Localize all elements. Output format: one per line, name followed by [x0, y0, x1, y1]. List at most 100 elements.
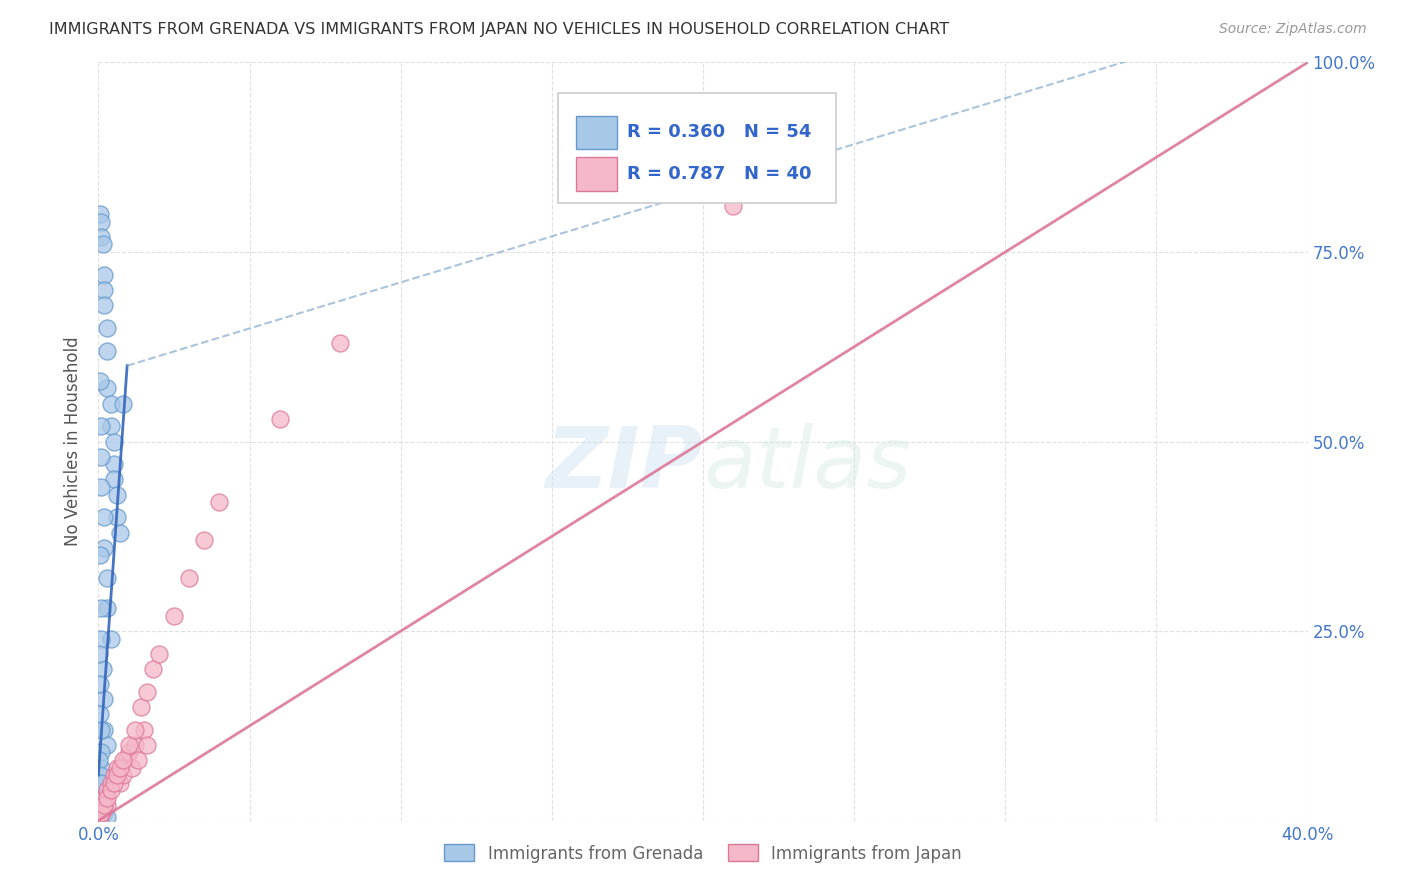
Point — [96, 810, 118, 824]
Point — [108, 760, 131, 774]
Point — [89, 753, 111, 767]
Point — [89, 768, 111, 782]
Point — [93, 268, 115, 282]
Point — [132, 723, 155, 737]
Point — [93, 802, 115, 816]
Point — [163, 608, 186, 623]
Point — [148, 647, 170, 661]
Point — [96, 798, 118, 813]
Text: ZIP: ZIP — [546, 423, 703, 506]
Point — [91, 798, 114, 813]
Point — [127, 753, 149, 767]
Point — [103, 776, 125, 790]
Point — [89, 647, 111, 661]
Point — [89, 810, 111, 824]
Point — [90, 806, 112, 821]
Point — [555, 165, 578, 179]
Point — [93, 692, 115, 706]
Point — [90, 798, 112, 813]
Point — [89, 798, 111, 813]
FancyBboxPatch shape — [576, 116, 617, 149]
Point — [208, 495, 231, 509]
Point — [114, 753, 136, 767]
Point — [93, 791, 115, 805]
Point — [96, 320, 118, 334]
Point — [103, 434, 125, 449]
Point — [142, 662, 165, 676]
Point — [118, 746, 141, 760]
Point — [89, 207, 111, 221]
Point — [96, 783, 118, 797]
Point — [193, 533, 215, 548]
Point — [135, 738, 157, 752]
Point — [90, 806, 112, 821]
Legend: Immigrants from Grenada, Immigrants from Japan: Immigrants from Grenada, Immigrants from… — [437, 838, 969, 869]
Point — [100, 396, 122, 410]
Point — [103, 473, 125, 487]
Point — [89, 548, 111, 563]
Point — [89, 374, 111, 388]
Point — [100, 419, 122, 434]
Point — [90, 791, 112, 805]
Point — [105, 510, 128, 524]
Point — [89, 677, 111, 691]
Point — [93, 723, 115, 737]
Point — [135, 685, 157, 699]
Point — [96, 738, 118, 752]
Point — [103, 768, 125, 782]
Point — [124, 723, 146, 737]
Point — [129, 699, 152, 714]
Point — [100, 776, 122, 790]
Point — [93, 298, 115, 312]
Point — [90, 746, 112, 760]
Point — [108, 776, 131, 790]
Point — [111, 753, 134, 767]
Point — [89, 707, 111, 722]
Point — [93, 802, 115, 816]
Point — [179, 571, 201, 585]
Point — [96, 571, 118, 585]
FancyBboxPatch shape — [558, 93, 837, 202]
Text: Source: ZipAtlas.com: Source: ZipAtlas.com — [1219, 22, 1367, 37]
Point — [100, 783, 122, 797]
Point — [96, 601, 118, 615]
Point — [121, 760, 143, 774]
Point — [90, 723, 112, 737]
Point — [91, 237, 114, 252]
Point — [90, 760, 112, 774]
Point — [269, 412, 291, 426]
Point — [90, 419, 112, 434]
Text: R = 0.360   N = 54: R = 0.360 N = 54 — [627, 123, 811, 141]
Point — [105, 487, 128, 501]
Y-axis label: No Vehicles in Household: No Vehicles in Household — [65, 336, 83, 547]
FancyBboxPatch shape — [576, 157, 617, 191]
Point — [90, 632, 112, 646]
Point — [124, 738, 146, 752]
Point — [100, 632, 122, 646]
Point — [90, 214, 112, 228]
Point — [111, 768, 134, 782]
Text: atlas: atlas — [703, 423, 911, 506]
Point — [96, 343, 118, 358]
Point — [90, 776, 112, 790]
Text: IMMIGRANTS FROM GRENADA VS IMMIGRANTS FROM JAPAN NO VEHICLES IN HOUSEHOLD CORREL: IMMIGRANTS FROM GRENADA VS IMMIGRANTS FR… — [49, 22, 949, 37]
Point — [90, 776, 112, 790]
Text: R = 0.787   N = 40: R = 0.787 N = 40 — [627, 165, 811, 183]
Point — [93, 806, 115, 821]
Point — [90, 783, 112, 797]
Point — [103, 458, 125, 472]
Point — [96, 382, 118, 396]
Point — [93, 510, 115, 524]
Point — [91, 798, 114, 813]
Point — [329, 335, 352, 350]
Point — [111, 396, 134, 410]
Point — [96, 791, 118, 805]
Point — [105, 768, 128, 782]
Point — [90, 601, 112, 615]
Point — [93, 283, 115, 297]
Point — [93, 798, 115, 813]
Point — [91, 662, 114, 676]
Point — [108, 525, 131, 540]
Point — [723, 199, 745, 213]
Point — [93, 541, 115, 555]
